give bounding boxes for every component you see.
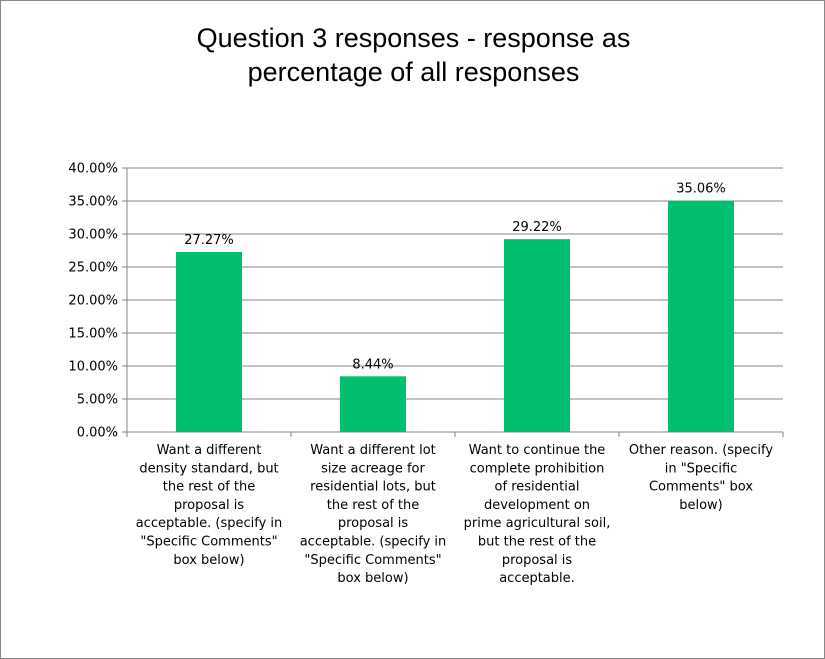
x-tick-label: Want to continue the bbox=[469, 443, 606, 458]
bar bbox=[668, 200, 734, 432]
y-tick-label: 20.00% bbox=[68, 294, 118, 309]
x-tick-label: Want a different lot bbox=[310, 443, 436, 458]
x-tick-label: proposal is bbox=[174, 498, 245, 513]
chart-title: Question 3 responses - response as perce… bbox=[196, 23, 631, 87]
x-tick-label: Other reason. (specify bbox=[629, 443, 774, 458]
x-tick-label: "Specific Comments" bbox=[140, 535, 277, 550]
y-tick-label: 0.00% bbox=[77, 426, 118, 441]
x-tick-label: acceptable. bbox=[499, 571, 575, 586]
y-tick-label: 10.00% bbox=[68, 360, 118, 375]
x-tick-label: residential lots, but bbox=[310, 480, 436, 495]
bar bbox=[176, 252, 242, 432]
bar bbox=[340, 376, 406, 432]
y-tick-label: 30.00% bbox=[68, 228, 118, 243]
x-tick-label: "Specific Comments" bbox=[304, 553, 441, 568]
x-tick-label: density standard, but bbox=[139, 461, 278, 476]
x-tick-label: size acreage for bbox=[321, 461, 425, 476]
x-tick-label: Comments" box bbox=[649, 480, 753, 495]
x-tick-label: in "Specific bbox=[665, 461, 738, 476]
y-tick-label: 25.00% bbox=[68, 261, 118, 276]
y-tick-label: 15.00% bbox=[68, 327, 118, 342]
x-tick-label: proposal is bbox=[338, 516, 409, 531]
x-tick-label: of residential bbox=[495, 480, 580, 495]
x-tick-label: development on bbox=[484, 498, 590, 513]
x-tick-label: but the rest of the bbox=[478, 535, 596, 550]
x-tick-label: prime agricultural soil, bbox=[464, 516, 611, 531]
x-tick-label: acceptable. (specify in bbox=[136, 516, 283, 531]
data-label: 35.06% bbox=[676, 182, 726, 197]
data-label: 8.44% bbox=[352, 357, 393, 372]
x-tick-label: Want a different bbox=[157, 443, 262, 458]
y-tick-label: 40.00% bbox=[68, 162, 118, 177]
y-tick-label: 5.00% bbox=[77, 393, 118, 408]
x-tick-label: box below) bbox=[173, 553, 244, 568]
x-tick-label: complete prohibition bbox=[470, 461, 605, 476]
x-tick-label: proposal is bbox=[502, 553, 573, 568]
data-label: 27.27% bbox=[184, 233, 234, 248]
x-tick-label: the rest of the bbox=[163, 480, 256, 495]
bar bbox=[504, 239, 570, 432]
data-label: 29.22% bbox=[512, 220, 562, 235]
x-tick-label: box below) bbox=[337, 571, 408, 586]
x-tick-label: the rest of the bbox=[327, 498, 420, 513]
y-tick-label: 35.00% bbox=[68, 195, 118, 210]
x-tick-label: below) bbox=[679, 498, 723, 513]
x-tick-label: acceptable. (specify in bbox=[300, 535, 447, 550]
